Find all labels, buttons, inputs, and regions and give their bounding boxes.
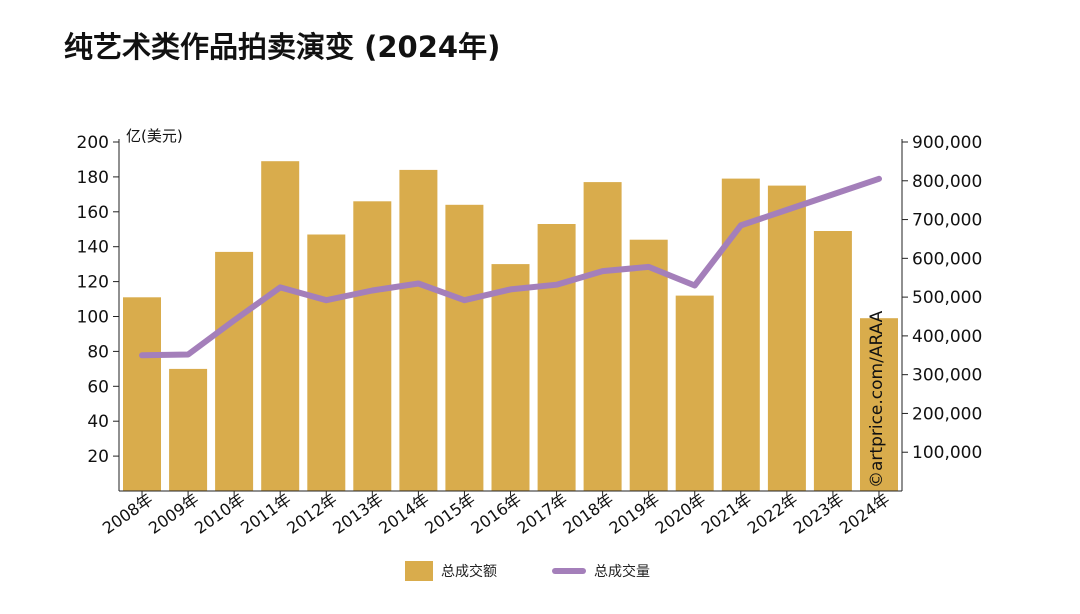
bar bbox=[629, 239, 668, 491]
y-right-tick-label: 400,000 bbox=[912, 327, 982, 347]
y-right-tick-label: 100,000 bbox=[912, 443, 982, 463]
bar-series bbox=[123, 161, 898, 492]
x-tick-label: 2014年 bbox=[375, 490, 432, 538]
y-right-tick-label: 300,000 bbox=[912, 366, 982, 386]
bar bbox=[767, 185, 806, 491]
bar bbox=[445, 204, 484, 492]
x-tick-label: 2024年 bbox=[836, 490, 893, 538]
y-axis-left-label: 亿(美元) bbox=[126, 127, 183, 145]
bar bbox=[675, 295, 714, 491]
y-left-tick-label: 100 bbox=[77, 308, 109, 328]
legend-line-swatch bbox=[552, 568, 586, 574]
y-left-tick-label: 20 bbox=[87, 447, 109, 467]
y-left-tick-label: 200 bbox=[77, 133, 109, 153]
bar bbox=[215, 251, 254, 491]
legend-bar-swatch bbox=[405, 561, 433, 581]
y-left-tick-label: 140 bbox=[77, 238, 109, 258]
x-tick-label: 2016年 bbox=[467, 490, 524, 538]
x-tick-label: 2017年 bbox=[514, 490, 571, 538]
legend-item-line: 总成交量 bbox=[552, 561, 650, 581]
y-right-tick-label: 200,000 bbox=[912, 404, 982, 424]
x-tick-label: 2009年 bbox=[145, 490, 202, 538]
chart-title: 纯艺术类作品拍卖演变 (2024年) bbox=[64, 30, 501, 64]
bar bbox=[537, 224, 576, 491]
y-right-tick-label: 800,000 bbox=[912, 172, 982, 192]
y-right-tick-label: 500,000 bbox=[912, 288, 982, 308]
y-left-tick-label: 180 bbox=[77, 168, 109, 188]
legend-bar-label: 总成交额 bbox=[441, 564, 497, 580]
bar bbox=[307, 234, 346, 491]
bar bbox=[491, 264, 530, 491]
y-left-tick-label: 60 bbox=[87, 377, 109, 397]
x-tick-label: 2023年 bbox=[790, 490, 847, 538]
bar bbox=[353, 201, 392, 492]
y-right-tick-label: 700,000 bbox=[912, 211, 982, 231]
x-tick-label: 2022年 bbox=[744, 490, 801, 538]
watermark: ©artprice.com/ARAA bbox=[867, 310, 887, 488]
x-tick-label: 2018年 bbox=[560, 490, 617, 538]
x-tick-label: 2019年 bbox=[606, 490, 663, 538]
bar bbox=[399, 169, 438, 491]
y-left-tick-label: 80 bbox=[87, 342, 109, 362]
volume-line bbox=[139, 175, 882, 359]
bar bbox=[721, 178, 760, 491]
line-series bbox=[139, 175, 882, 359]
bar bbox=[860, 318, 898, 491]
legend-line-label: 总成交量 bbox=[594, 564, 650, 580]
y-right-tick-label: 600,000 bbox=[912, 249, 982, 269]
x-tick-label: 2008年 bbox=[99, 490, 156, 538]
bar bbox=[583, 182, 622, 491]
x-tick-label: 2015年 bbox=[421, 490, 478, 538]
x-tick-label: 2011年 bbox=[237, 490, 294, 538]
x-tick-label: 2010年 bbox=[191, 490, 248, 538]
x-tick-label: 2020年 bbox=[652, 490, 709, 538]
bar bbox=[261, 161, 300, 491]
x-tick-label: 2021年 bbox=[698, 490, 755, 538]
bar bbox=[123, 297, 161, 491]
bar bbox=[169, 368, 208, 491]
x-tick-label: 2012年 bbox=[283, 490, 340, 538]
x-tick-label: 2013年 bbox=[329, 490, 386, 538]
y-left-tick-label: 160 bbox=[77, 203, 109, 223]
bar bbox=[813, 231, 852, 491]
y-left-tick-label: 120 bbox=[77, 273, 109, 293]
y-right-tick-label: 900,000 bbox=[912, 133, 982, 153]
y-left-tick-label: 40 bbox=[87, 412, 109, 432]
legend-item-bar: 总成交额 bbox=[405, 561, 497, 581]
